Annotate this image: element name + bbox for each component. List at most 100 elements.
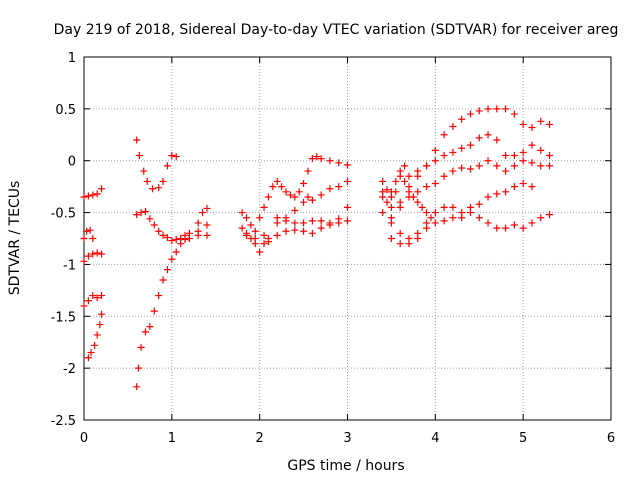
data-point xyxy=(546,120,554,128)
data-point xyxy=(203,204,211,212)
data-point xyxy=(80,193,88,201)
data-point xyxy=(431,157,439,165)
data-point xyxy=(383,198,391,206)
series-sat-k xyxy=(238,177,351,256)
data-point xyxy=(300,198,308,206)
data-point xyxy=(149,185,157,193)
data-point xyxy=(269,183,277,191)
data-point xyxy=(238,224,246,232)
data-point xyxy=(91,341,99,349)
tick-labels: 0 1 2 3 4 5 6 -2.5 -2 -1.5 -1 -0.5 0 0.5 1 xyxy=(51,51,616,446)
data-point xyxy=(484,219,492,227)
data-point xyxy=(475,214,483,222)
data-point xyxy=(291,219,299,227)
x-tick-label: 3 xyxy=(343,431,351,446)
data-point xyxy=(423,209,431,217)
data-point xyxy=(134,364,142,372)
series-sat-q xyxy=(379,180,536,242)
data-point xyxy=(84,192,92,200)
data-point xyxy=(84,297,92,305)
data-point xyxy=(405,172,413,180)
data-point xyxy=(537,162,545,170)
data-points xyxy=(80,105,554,391)
data-point xyxy=(449,122,457,130)
grid xyxy=(84,57,611,420)
data-point xyxy=(141,328,149,336)
data-point xyxy=(98,292,106,300)
data-point xyxy=(133,136,141,144)
data-point xyxy=(335,159,343,167)
data-point xyxy=(89,235,97,242)
data-point xyxy=(475,200,483,208)
data-point xyxy=(155,184,163,192)
data-point xyxy=(493,224,501,232)
data-point xyxy=(475,162,483,170)
data-point xyxy=(282,227,290,235)
data-point xyxy=(317,217,325,225)
x-tick-label: 4 xyxy=(431,431,439,446)
data-point xyxy=(291,193,299,201)
y-tick-label: -2.5 xyxy=(51,414,76,429)
series-sat-b xyxy=(80,226,97,242)
data-point xyxy=(251,227,259,235)
data-point xyxy=(84,354,92,362)
data-point xyxy=(317,155,325,163)
data-point xyxy=(546,152,554,160)
data-point xyxy=(159,177,167,185)
data-point xyxy=(458,144,466,152)
data-point xyxy=(300,219,308,227)
data-point xyxy=(256,248,264,256)
data-point xyxy=(528,219,536,227)
data-point xyxy=(133,211,141,219)
data-point xyxy=(80,235,88,242)
data-point xyxy=(537,214,545,222)
data-point xyxy=(401,177,409,185)
x-tick-label: 2 xyxy=(256,431,264,446)
data-point xyxy=(418,203,426,211)
series-sat-f xyxy=(133,136,180,193)
data-point xyxy=(475,107,483,115)
data-point xyxy=(84,252,92,260)
data-point xyxy=(80,257,88,265)
data-point xyxy=(392,177,400,185)
data-point xyxy=(264,238,272,246)
data-point xyxy=(137,209,145,217)
data-point xyxy=(423,224,431,232)
data-point xyxy=(466,209,474,217)
data-point xyxy=(387,235,395,242)
data-point xyxy=(194,219,202,227)
data-point xyxy=(502,105,510,113)
data-point xyxy=(427,214,435,222)
data-point xyxy=(185,235,193,242)
data-point xyxy=(83,227,91,235)
data-point xyxy=(383,186,391,194)
data-point xyxy=(519,157,527,165)
data-point xyxy=(440,203,448,211)
y-tick-label: -1 xyxy=(63,258,76,273)
data-point xyxy=(163,266,171,274)
data-point xyxy=(466,141,474,149)
data-point xyxy=(203,221,211,229)
data-point xyxy=(89,292,97,300)
data-point xyxy=(86,226,94,234)
data-point xyxy=(313,153,321,161)
data-point xyxy=(308,217,316,225)
data-point xyxy=(405,188,413,196)
data-point xyxy=(458,115,466,123)
data-point xyxy=(308,196,316,204)
data-point xyxy=(308,229,316,237)
data-point xyxy=(146,215,154,223)
data-point xyxy=(440,217,448,225)
data-point xyxy=(537,117,545,125)
data-point xyxy=(431,209,439,217)
x-axis-label: GPS time / hours xyxy=(287,458,404,474)
data-point xyxy=(177,240,185,248)
data-point xyxy=(150,221,158,229)
data-point xyxy=(484,131,492,139)
y-tick-label: 1 xyxy=(68,51,76,66)
data-point xyxy=(387,219,395,227)
data-point xyxy=(528,124,536,132)
data-point xyxy=(199,209,207,217)
data-point xyxy=(98,310,106,318)
series-sat-e xyxy=(84,310,106,362)
